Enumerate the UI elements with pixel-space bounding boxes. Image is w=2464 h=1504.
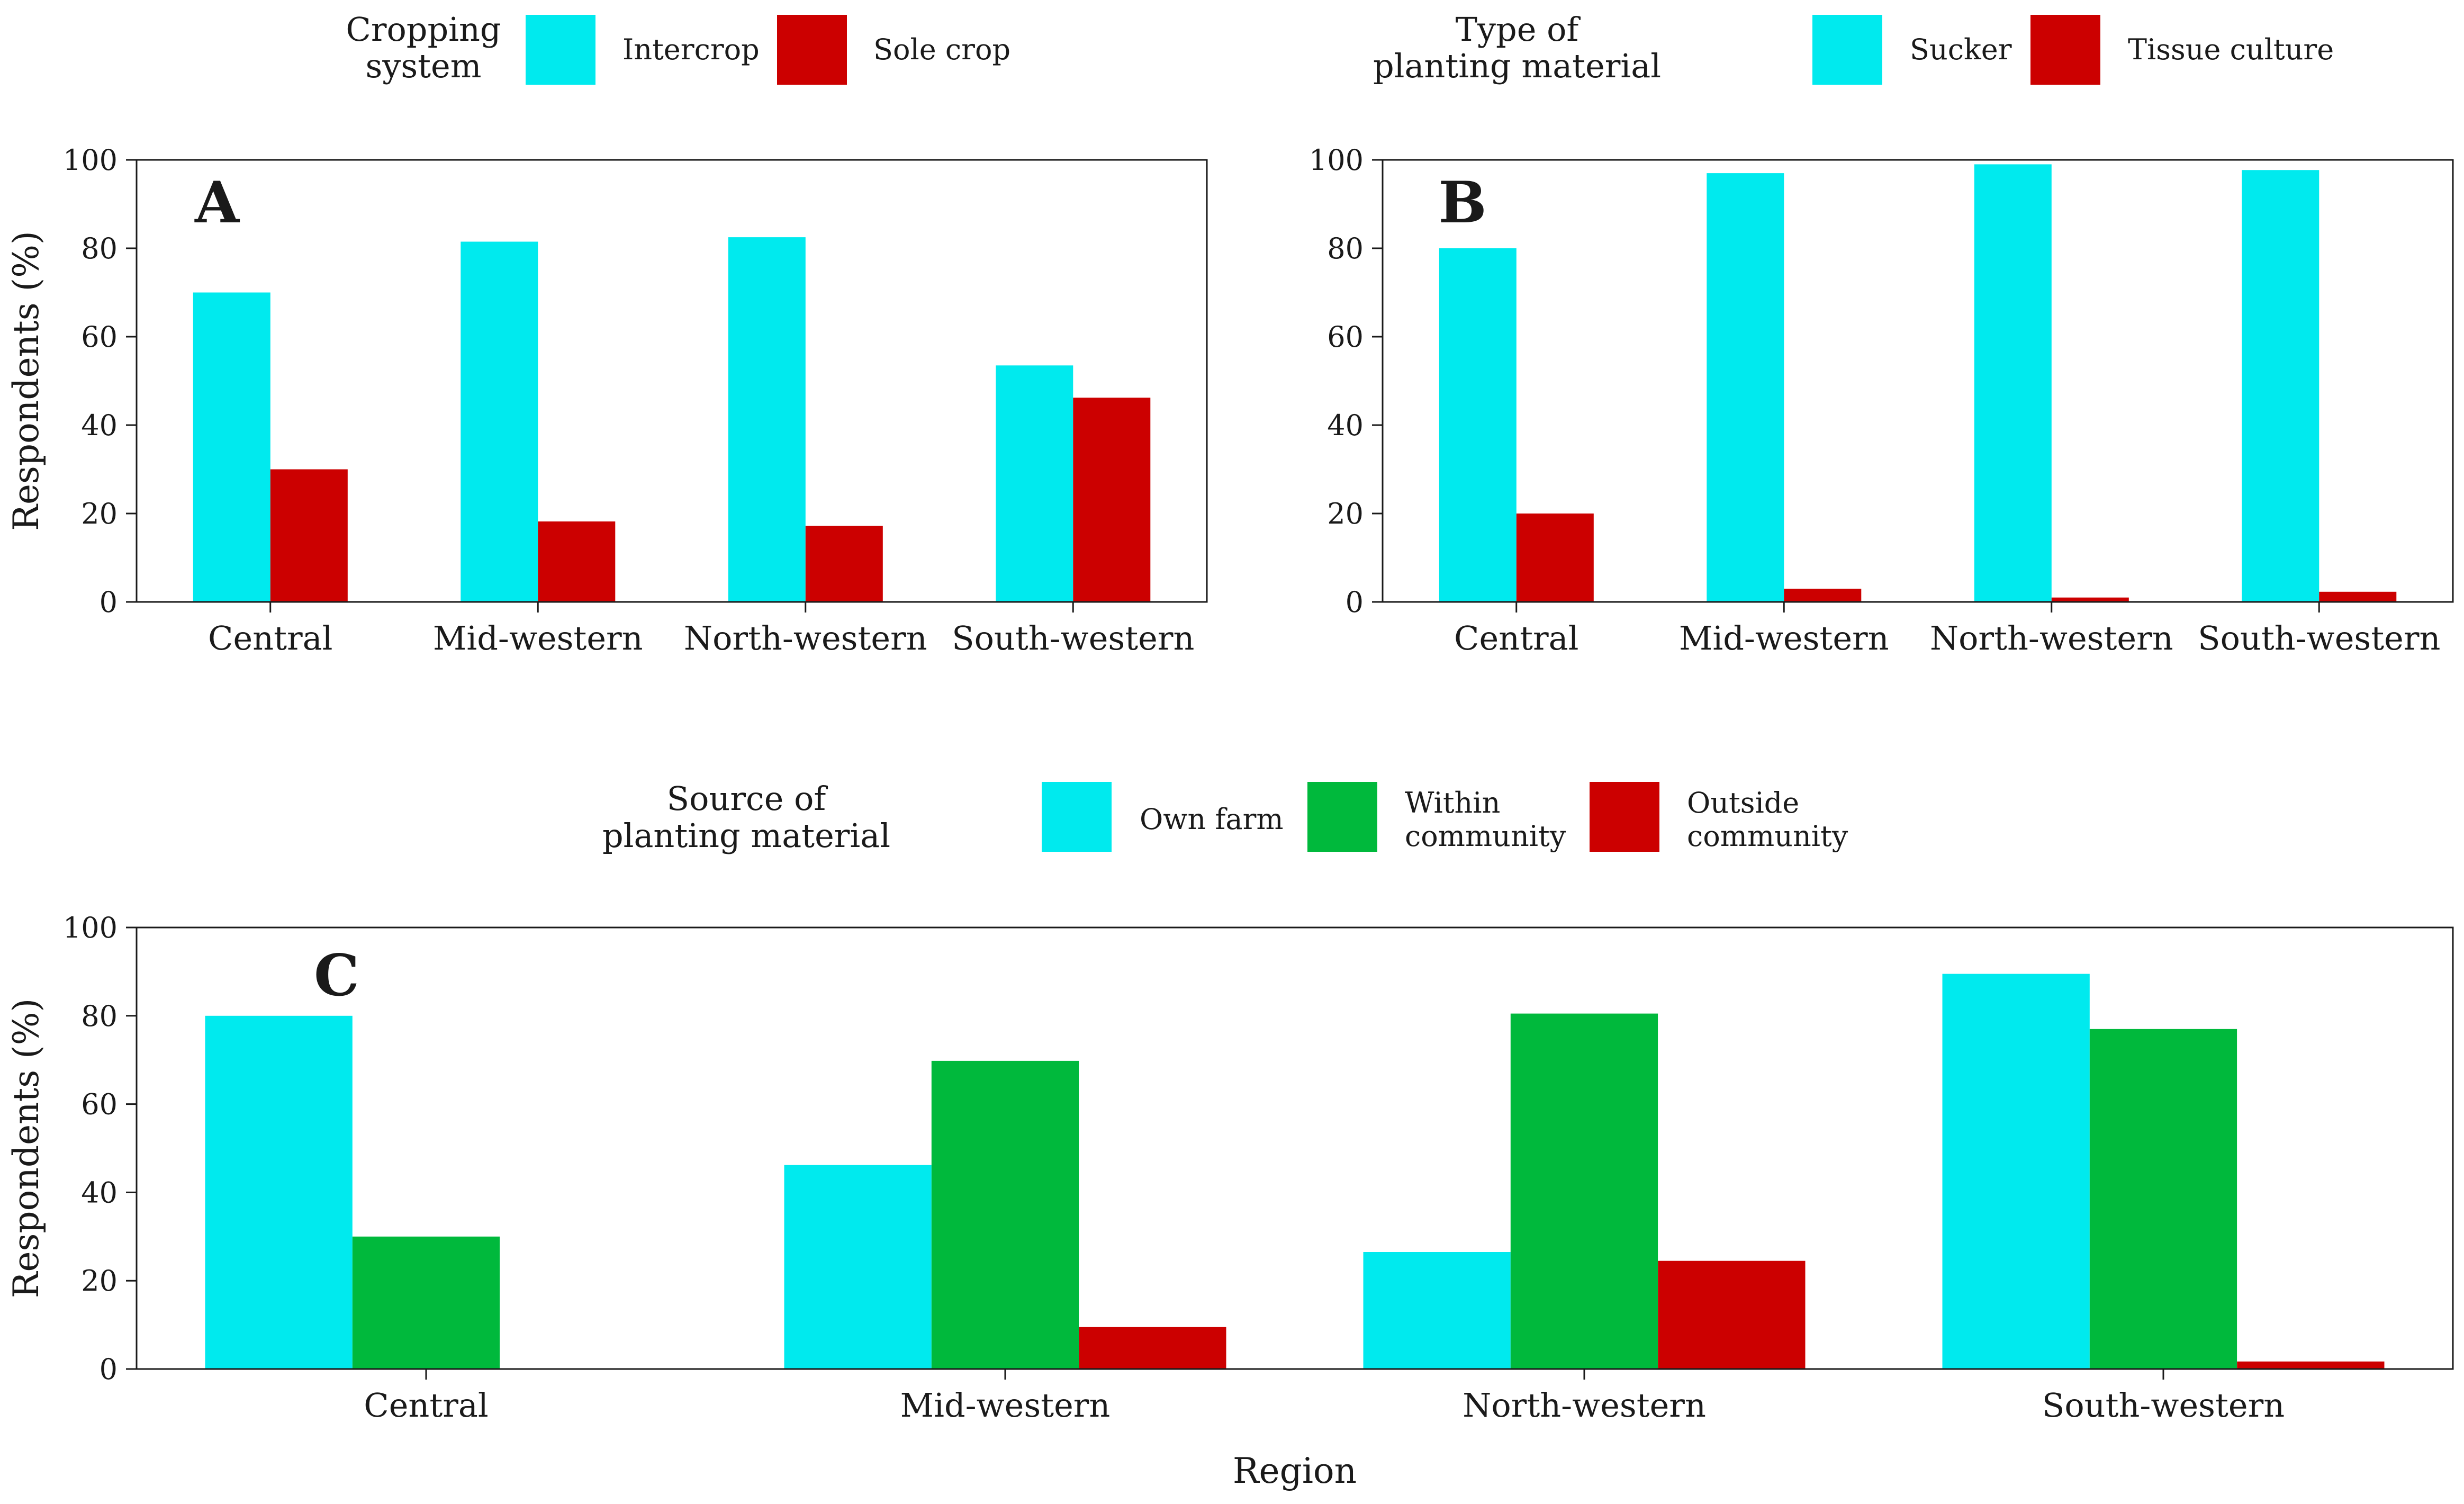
- legend-label: community: [1405, 819, 1566, 853]
- bar-b-sucker-central: [1439, 248, 1517, 602]
- bar-b-sucker-south-western: [2242, 170, 2319, 602]
- bar-b-tissue-culture-south-western: [2319, 591, 2397, 602]
- bar-a-sole-crop-south-western: [1073, 398, 1151, 602]
- bar-c-own-farm-mid-western: [784, 1165, 932, 1369]
- x-tick-label: Mid-western: [1679, 619, 1889, 658]
- y-tick-label: 40: [81, 409, 118, 442]
- legend-label: Sucker: [1910, 33, 2012, 66]
- bar-a-intercrop-mid-western: [461, 241, 538, 602]
- y-tick-label: 100: [63, 143, 118, 177]
- x-tick-label: South-western: [952, 619, 1194, 658]
- x-tick-label: Central: [208, 619, 332, 658]
- bar-c-own-farm-central: [205, 1015, 353, 1369]
- y-tick-label: 40: [81, 1176, 118, 1209]
- bar-a-intercrop-north-western: [728, 237, 806, 602]
- bar-b-sucker-north-western: [1974, 164, 2052, 602]
- y-tick-label: 80: [81, 999, 118, 1033]
- y-tick-label: 80: [1327, 232, 1364, 265]
- x-tick-label: North-western: [684, 619, 927, 658]
- legend-label: community: [1687, 819, 1848, 853]
- y-tick-label: 60: [1327, 320, 1364, 354]
- plot-frame: [1382, 159, 2454, 603]
- legend-swatch: [2030, 15, 2100, 85]
- bar-b-tissue-culture-central: [1516, 514, 1594, 602]
- legend-title: Type of: [1456, 10, 1581, 49]
- x-tick-label: Mid-western: [900, 1386, 1111, 1425]
- legend-title: Source of: [667, 779, 828, 818]
- bar-c-outside-community-mid-western: [1079, 1327, 1226, 1369]
- legend-swatch: [777, 15, 847, 85]
- legend-swatch: [1812, 15, 1882, 85]
- legend-title: planting material: [602, 816, 890, 855]
- legend-label: Intercrop: [622, 33, 760, 66]
- y-tick-label: 20: [81, 497, 118, 530]
- y-tick-label: 100: [63, 911, 118, 944]
- y-tick-label: 80: [81, 232, 118, 265]
- bar-b-sucker-mid-western: [1707, 173, 1784, 602]
- plot-frame: [136, 926, 2454, 1370]
- x-tick-label: Central: [1454, 619, 1578, 658]
- bar-c-within-community-north-western: [1510, 1013, 1658, 1369]
- panel-letter: A: [194, 169, 240, 236]
- bar-a-sole-crop-mid-western: [538, 521, 616, 602]
- legend-swatch: [1307, 782, 1377, 852]
- y-tick-label: 20: [81, 1264, 118, 1298]
- panel-letter: C: [314, 942, 359, 1009]
- x-tick-label: North-western: [1930, 619, 2173, 658]
- x-tick-label: Central: [364, 1386, 488, 1425]
- bar-a-sole-crop-central: [270, 469, 348, 602]
- bar-b-tissue-culture-north-western: [2051, 597, 2129, 602]
- x-tick-label: South-western: [2198, 619, 2440, 658]
- x-tick-label: North-western: [1463, 1386, 1706, 1425]
- y-axis-title: Respondents (%): [6, 998, 47, 1299]
- legend-label: Outside: [1687, 786, 1799, 819]
- bar-b-tissue-culture-mid-western: [1784, 589, 1862, 602]
- legend-label: Tissue culture: [2128, 33, 2334, 66]
- y-tick-label: 40: [1327, 409, 1364, 442]
- bar-a-intercrop-south-western: [996, 365, 1073, 602]
- x-axis-title: Region: [1233, 1451, 1357, 1491]
- bar-c-own-farm-south-western: [1942, 974, 2090, 1369]
- panel-letter: B: [1438, 169, 1486, 236]
- panel-a: 0 20 40 60 80 100 Central Mid-western North-west…: [6, 10, 1208, 658]
- panel-b: 0 20 40 60 80 100 Central Mid-western North-west…: [1309, 10, 2454, 658]
- y-axis-title: Respondents (%): [6, 231, 47, 531]
- charts-layer: 0 20 40 60 80 100 Central Mid-western North-west…: [6, 10, 2454, 1491]
- y-tick-label: 60: [81, 320, 118, 354]
- panel-c: 0 20 40 60 80 100 Central Mid-western North-west…: [6, 779, 2454, 1491]
- y-tick-label: 0: [1346, 586, 1364, 619]
- bar-c-own-farm-north-western: [1363, 1252, 1511, 1369]
- plot-frame: [136, 159, 1208, 603]
- legend-title: planting material: [1373, 47, 1661, 85]
- legend-swatch: [1590, 782, 1659, 852]
- y-tick-label: 0: [100, 1353, 118, 1386]
- legend-label: Within: [1405, 786, 1500, 819]
- legend-title: Cropping: [346, 10, 501, 49]
- bar-c-outside-community-south-western: [2237, 1361, 2385, 1369]
- legend-label: Sole crop: [873, 33, 1010, 66]
- x-tick-label: South-western: [2042, 1386, 2285, 1425]
- legend-label: Own farm: [1140, 803, 1284, 836]
- legend-swatch: [526, 15, 595, 85]
- legend-swatch: [1042, 782, 1112, 852]
- y-tick-label: 0: [100, 586, 118, 619]
- bar-c-outside-community-north-western: [1658, 1260, 1806, 1369]
- y-tick-label: 60: [81, 1088, 118, 1121]
- legend-title: system: [365, 47, 481, 85]
- x-tick-label: Mid-western: [433, 619, 643, 658]
- bar-a-sole-crop-north-western: [805, 526, 883, 602]
- bar-c-within-community-central: [352, 1236, 500, 1369]
- y-tick-label: 20: [1327, 497, 1364, 530]
- bar-a-intercrop-central: [193, 292, 270, 602]
- y-tick-label: 100: [1309, 143, 1364, 177]
- bar-c-within-community-mid-western: [931, 1060, 1079, 1369]
- bar-c-within-community-south-western: [2089, 1029, 2237, 1369]
